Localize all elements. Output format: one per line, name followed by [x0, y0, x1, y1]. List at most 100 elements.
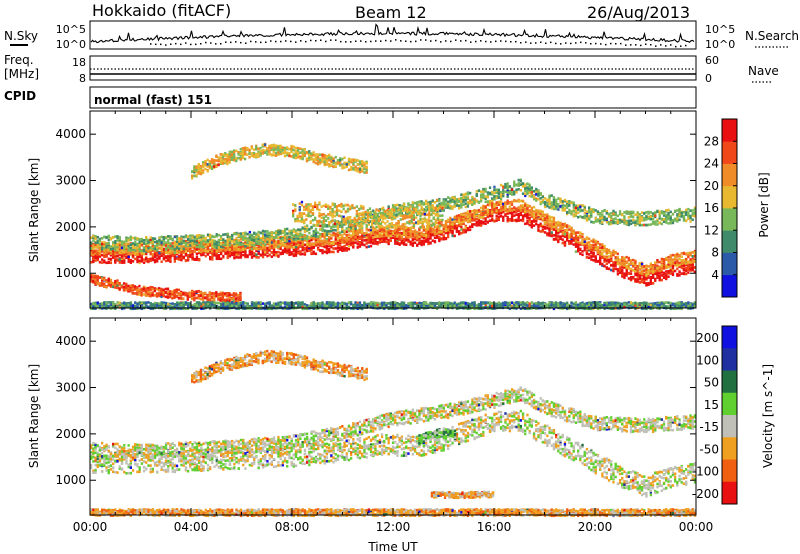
heatmap-cell: [178, 250, 181, 254]
heatmap-cell: [259, 237, 262, 240]
heatmap-cell: [614, 267, 617, 270]
heatmap-cell: [436, 232, 439, 235]
heatmap-cell: [325, 240, 329, 243]
noise-search-dot: [220, 43, 222, 45]
heatmap-cell: [400, 233, 403, 236]
heatmap-cell: [455, 218, 459, 221]
heatmap-cell: [647, 272, 650, 275]
heatmap-cell: [123, 241, 126, 244]
heatmap-cell: [134, 257, 137, 261]
heatmap-cell: [557, 231, 560, 235]
heatmap-cell: [645, 277, 648, 280]
heatmap-cell: [537, 213, 540, 216]
heatmap-cell: [288, 232, 291, 235]
heatmap-cell: [112, 254, 115, 258]
heatmap-cell: [629, 276, 633, 279]
heatmap-cell: [594, 239, 597, 243]
heatmap-cell: [202, 248, 205, 251]
heatmap-cell: [510, 212, 514, 216]
heatmap-cell: [356, 233, 359, 236]
heatmap-cell: [336, 243, 340, 247]
heatmap-cell: [669, 256, 672, 259]
heatmap-cell: [288, 244, 291, 248]
heatmap-cell: [440, 223, 443, 226]
heatmap-cell: [528, 220, 531, 224]
heatmap-cell: [532, 212, 536, 216]
heatmap-cell: [275, 245, 278, 249]
heatmap-cell: [279, 229, 282, 233]
heatmap-cell: [129, 253, 132, 256]
heatmap-cell: [592, 259, 595, 262]
heatmap-cell: [270, 255, 273, 258]
heatmap-cell: [228, 250, 232, 253]
heatmap-cell: [323, 242, 326, 246]
heatmap-cell: [574, 250, 578, 253]
heatmap-cell: [198, 234, 201, 237]
heatmap-cell: [552, 221, 556, 224]
heatmap-cell: [581, 235, 584, 239]
heatmap-cell: [250, 247, 254, 251]
heatmap-cell: [372, 226, 375, 229]
noise-search-dot: [520, 42, 522, 44]
heatmap-cell: [601, 251, 604, 255]
noise-search-dot: [365, 41, 367, 43]
heatmap-cell: [250, 236, 254, 239]
heatmap-cell: [129, 238, 132, 242]
heatmap-cell: [616, 257, 619, 260]
heatmap-cell: [546, 213, 549, 216]
heatmap-cell: [246, 237, 249, 240]
heatmap-cell: [244, 241, 247, 245]
heatmap-cell: [369, 234, 373, 238]
heatmap-cell: [532, 224, 536, 227]
heatmap-cell: [519, 209, 522, 212]
heatmap-cell: [308, 231, 311, 235]
heatmap-cell: [513, 209, 516, 213]
heatmap-cell: [310, 251, 313, 255]
heatmap-cell: [167, 243, 170, 247]
heatmap-cell: [169, 249, 172, 253]
heatmap-cell: [563, 235, 567, 238]
heatmap-cell: [614, 264, 617, 267]
heatmap-cell: [521, 219, 525, 223]
heatmap-cell: [647, 276, 650, 279]
heatmap-cell: [402, 237, 406, 241]
heatmap-cell: [290, 232, 293, 235]
heatmap-cell: [138, 253, 141, 257]
heatmap-cell: [156, 260, 159, 263]
noise-search-dot: [235, 41, 237, 43]
heatmap-cell: [510, 203, 514, 206]
noise-search-dot: [290, 40, 292, 43]
heatmap-cell: [433, 236, 437, 240]
noise-search-dot: [495, 40, 497, 43]
heatmap-cell: [147, 247, 150, 250]
heatmap-cell: [350, 229, 353, 232]
heatmap-cell: [577, 249, 580, 253]
heatmap-cell: [281, 230, 284, 233]
heatmap-cell: [460, 231, 463, 235]
heatmap-cell: [411, 242, 414, 246]
heatmap-cell: [557, 229, 560, 232]
heatmap-cell: [352, 231, 355, 234]
noise-search-dot: [415, 40, 417, 43]
heatmap-cell: [101, 242, 104, 246]
heatmap-cell: [636, 271, 639, 275]
heatmap-cell: [283, 239, 287, 243]
heatmap-cell: [217, 257, 221, 261]
heatmap-cell: [286, 242, 289, 245]
heatmap-cell: [491, 214, 494, 217]
heatmap-cell: [140, 241, 143, 244]
heatmap-cell: [475, 209, 478, 213]
heatmap-cell: [92, 239, 95, 242]
heatmap-cell: [261, 246, 265, 250]
heatmap-cell: [237, 256, 240, 259]
heatmap-cell: [660, 260, 663, 263]
noise-search-dot: [265, 41, 267, 43]
heatmap-cell: [195, 255, 199, 259]
heatmap-cell: [268, 249, 271, 252]
heatmap-cell: [204, 240, 207, 244]
heatmap-cell: [462, 213, 465, 217]
heatmap-cell: [365, 228, 368, 231]
heatmap-cell: [160, 248, 163, 251]
heatmap-cell: [462, 215, 465, 218]
heatmap-cell: [480, 224, 483, 227]
